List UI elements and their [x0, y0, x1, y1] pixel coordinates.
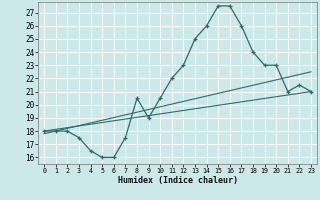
X-axis label: Humidex (Indice chaleur): Humidex (Indice chaleur) [118, 176, 238, 185]
